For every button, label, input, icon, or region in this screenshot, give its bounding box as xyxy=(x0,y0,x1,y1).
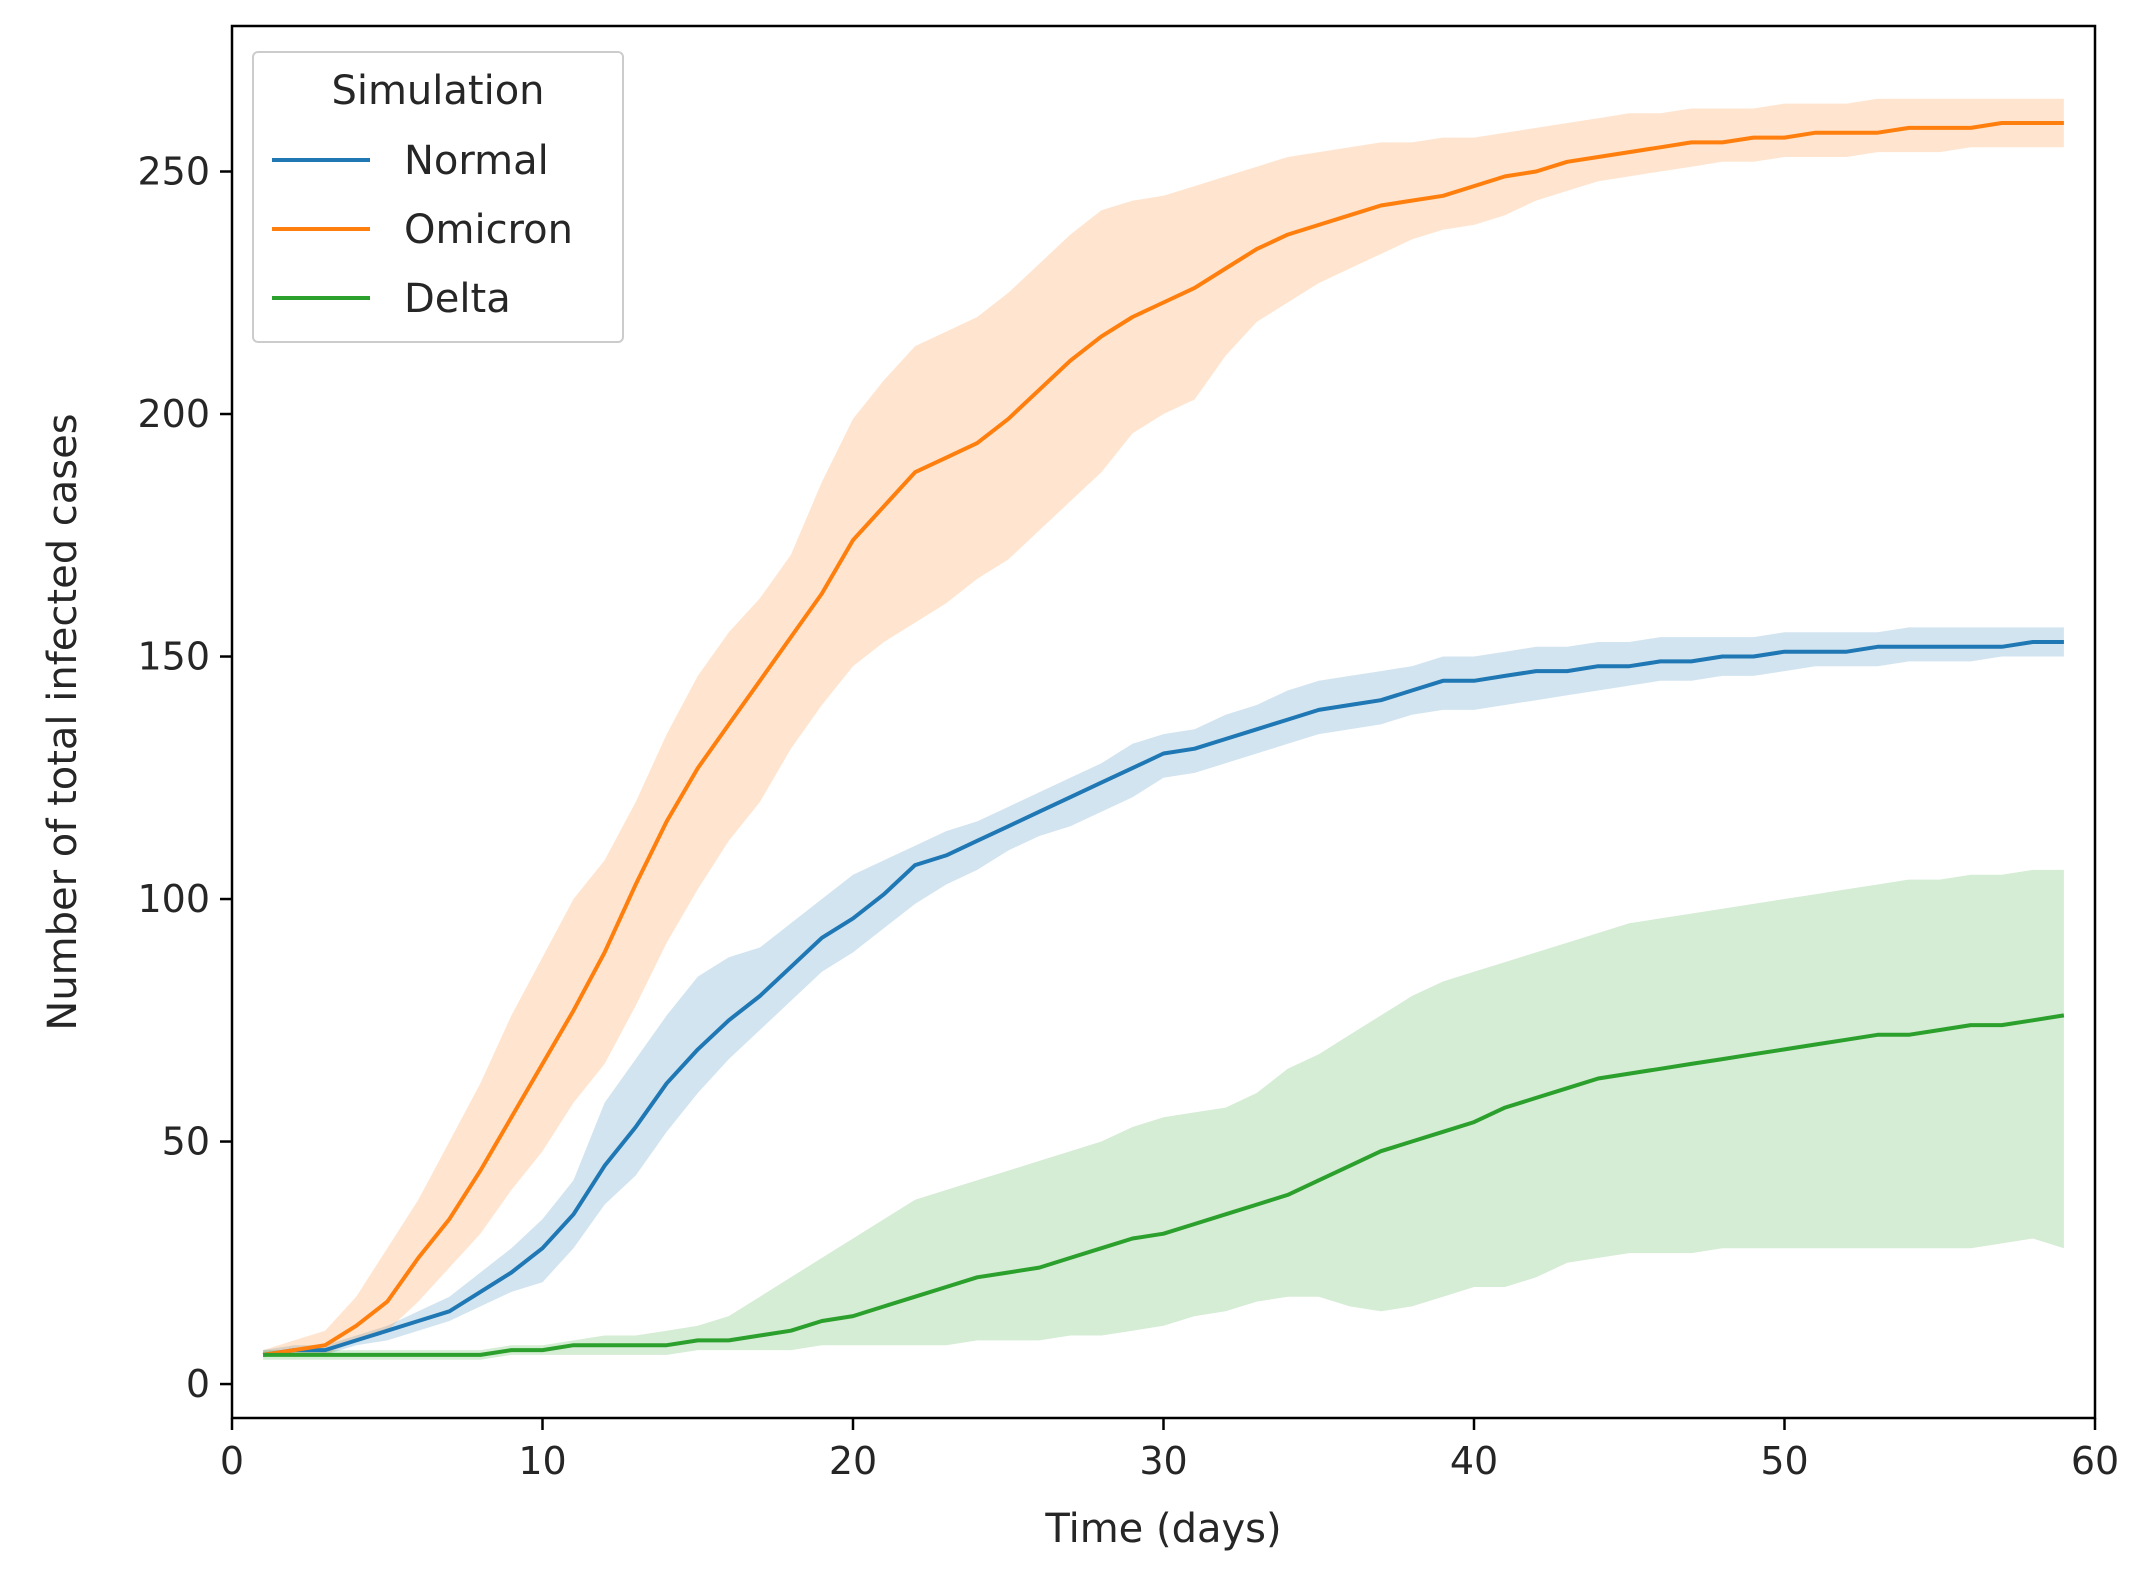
y-tick-label: 150 xyxy=(137,635,210,679)
y-tick-label: 100 xyxy=(137,877,210,921)
x-tick-label: 20 xyxy=(829,1439,877,1483)
normal-band xyxy=(263,627,2064,1355)
legend-label-normal: Normal xyxy=(404,138,549,184)
legend-label-delta: Delta xyxy=(404,276,511,322)
y-axis-ticks: 0 50 100 150 200 250 xyxy=(137,150,232,1406)
y-axis-label: Number of total infected cases xyxy=(40,413,86,1030)
legend-label-omicron: Omicron xyxy=(404,207,573,253)
x-tick-label: 40 xyxy=(1450,1439,1498,1483)
y-tick-label: 0 xyxy=(186,1362,210,1406)
x-tick-label: 60 xyxy=(2071,1439,2119,1483)
x-axis-label: Time (days) xyxy=(1044,1506,1281,1552)
legend-entries: Normal Omicron Delta xyxy=(272,138,573,322)
normal-line xyxy=(262,640,2064,1357)
omicron-line xyxy=(262,121,2064,1357)
y-tick-label: 50 xyxy=(162,1120,210,1164)
x-tick-label: 30 xyxy=(1139,1439,1187,1483)
y-tick-label: 250 xyxy=(137,150,210,194)
legend: Simulation Normal Omicron Delta xyxy=(252,51,624,343)
x-axis-ticks: 0 10 20 30 40 50 60 xyxy=(220,1418,2119,1483)
delta-line xyxy=(263,1013,2065,1357)
x-tick-label: 10 xyxy=(518,1439,566,1483)
y-tick-label: 200 xyxy=(137,392,210,436)
x-tick-label: 50 xyxy=(1760,1439,1808,1483)
series-lines xyxy=(262,121,2065,1357)
x-tick-label: 0 xyxy=(220,1439,244,1483)
legend-title: Simulation xyxy=(331,68,544,114)
delta-band xyxy=(263,869,2064,1360)
legend-box xyxy=(252,51,624,343)
